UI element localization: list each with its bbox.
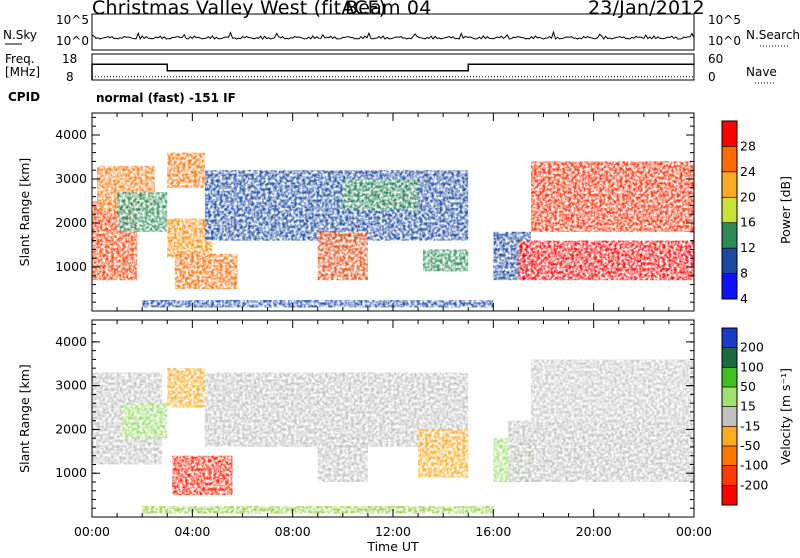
velocity-region-3 [167,368,205,408]
cpid-label: CPID [8,90,41,104]
velocity-colorbar-label-6: -100 [740,458,768,473]
power-region-2 [117,192,168,232]
freq-trace [91,63,694,80]
power-region-8 [342,179,419,210]
velocity-region-5 [317,438,368,482]
power-region-6 [204,170,469,241]
velocity-region-9 [530,359,694,421]
freq-tick-low: 8 [66,70,74,84]
velocity-ytick-label-1: 2000 [55,421,87,436]
velocity-ytick-label-2: 3000 [55,378,87,393]
beam-label: Beam 04 [345,0,432,19]
power-region-7 [317,231,368,281]
site-title: Christmas Valley West (fitACF) [92,0,387,19]
velocity-colorbar-label-0: 200 [740,340,764,355]
xtick-label-4: 16:00 [475,524,511,539]
velocity-colorbar-swatch-7 [722,465,737,486]
xtick-label-3: 12:00 [375,524,411,539]
velocity-colorbar-label-2: 50 [740,379,756,394]
power-region-9 [423,249,469,272]
power-colorbar-label-2: 20 [740,189,756,204]
xtick-label-6: 00:00 [676,524,712,539]
noise-panel-frame [91,13,695,51]
power-colorbar-swatch-0 [722,121,737,147]
power-ylabel: Slant Range [km] [17,158,32,267]
power-region-11 [518,240,694,281]
noise-sky-label: N.Sky [3,28,38,42]
cpid-text: normal (fast) -151 IF [96,91,236,105]
xaxis-label: Time UT [366,539,419,554]
velocity-region-2 [172,455,233,496]
power-colorbar-label-3: 16 [740,215,756,230]
noise-left-tick-low: 10^0 [56,34,89,48]
power-colorbar-label-5: 8 [740,266,748,281]
velocity-region-6 [418,429,469,478]
freq-label: Freq. [5,52,35,66]
freq-panel-frame [91,53,695,81]
velocity-colorbar-swatch-8 [722,485,737,506]
velocity-colorbar-label-4: -15 [740,418,760,433]
velocity-ytick-label-3: 4000 [55,334,87,349]
velocity-colorbar-label-3: 15 [740,399,756,414]
noise-left-tick-high: 10^5 [56,13,89,27]
xtick-label-5: 20:00 [576,524,612,539]
velocity-region-1 [122,403,168,439]
velocity-region-8 [508,420,694,482]
velocity-colorbar-swatch-4 [722,406,737,427]
velocity-colorbar-swatch-3 [722,387,737,408]
noise-right-tick-low: 10^0 [708,34,741,48]
noise-right-tick-high: 10^5 [708,13,741,27]
freq-unit-label: [MHz] [5,65,41,79]
velocity-colorbar-label-1: 100 [740,359,764,374]
xtick-label-2: 08:00 [275,524,311,539]
xtick-label-0: 00:00 [74,524,110,539]
nave-tick-low: 0 [708,70,716,84]
velocity-ylabel: Slant Range [km] [17,364,32,473]
velocity-ytick-label-0: 1000 [55,465,87,480]
power-colorbar-swatch-5 [722,248,737,275]
power-ytick-label-1: 2000 [55,215,87,230]
power-colorbar-label-6: 4 [740,291,748,306]
velocity-colorbar-swatch-5 [722,426,737,447]
velocity-colorbar-swatch-2 [722,367,737,388]
power-region-12 [530,161,694,232]
power-colorbar-label-0: 28 [740,138,756,153]
power-region-5 [174,253,238,289]
velocity-colorbar-label-7: -200 [740,477,768,492]
velocity-colorbar-frame [721,327,738,506]
power-colorbar-label-4: 12 [740,240,756,255]
power-colorbar-swatch-6 [722,273,737,300]
velocity-colorbar-label-5: -50 [740,438,760,453]
nave-tick-high: 60 [708,52,724,66]
power-colorbar-swatch-4 [722,222,737,249]
velocity-colorbar-title: Velocity [m s⁻¹] [778,368,793,465]
power-colorbar-swatch-1 [722,146,737,173]
velocity-colorbar-swatch-0 [722,328,737,349]
noise-sky-trace [91,30,695,48]
velocity-region-10 [142,506,494,514]
freq-tick-high: 18 [62,52,78,66]
nave-label: Nave [746,65,777,79]
velocity-colorbar-swatch-6 [722,446,737,467]
power-ytick-label-0: 1000 [55,259,87,274]
power-colorbar-swatch-3 [722,197,737,224]
power-region-13 [142,300,494,308]
xtick-label-1: 04:00 [174,524,210,539]
power-ytick-label-3: 4000 [55,127,87,142]
velocity-colorbar-swatch-1 [722,347,737,368]
date-label: 23/Jan/2012 [588,0,705,19]
power-colorbar-title: Power [dB] [778,176,793,244]
power-ytick-label-2: 3000 [55,171,87,186]
power-region-4 [167,152,205,188]
power-colorbar-swatch-2 [722,171,737,198]
power-colorbar-label-1: 24 [740,164,756,179]
noise-search-label: N.Search [746,28,800,42]
